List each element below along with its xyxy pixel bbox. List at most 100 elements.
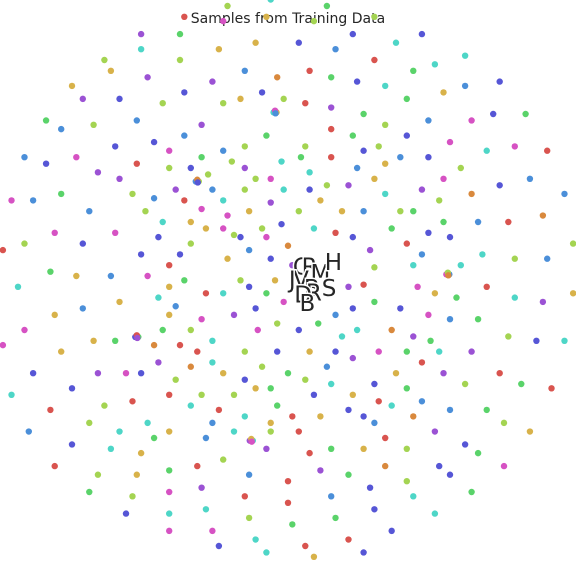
data-point xyxy=(187,326,194,334)
data-point xyxy=(397,208,404,215)
data-point xyxy=(73,154,80,161)
data-point xyxy=(230,391,238,398)
data-point xyxy=(181,13,188,20)
data-point xyxy=(328,493,335,500)
data-point xyxy=(533,337,540,344)
data-point xyxy=(209,359,216,366)
data-point xyxy=(267,199,274,206)
data-point xyxy=(310,225,318,232)
data-point xyxy=(366,484,374,491)
data-point xyxy=(446,406,454,414)
data-point xyxy=(332,46,339,53)
data-point xyxy=(310,17,318,25)
data-point xyxy=(436,462,443,470)
data-point xyxy=(474,316,482,323)
data-point xyxy=(306,169,313,176)
data-point xyxy=(505,218,512,226)
data-point xyxy=(446,138,454,146)
data-point xyxy=(107,445,115,452)
data-point xyxy=(21,154,28,161)
data-point xyxy=(360,110,367,118)
data-point xyxy=(274,402,281,409)
data-point xyxy=(187,218,194,226)
data-point xyxy=(159,218,166,226)
data-point xyxy=(427,337,434,344)
data-point xyxy=(155,359,162,366)
data-point xyxy=(68,82,76,90)
data-point xyxy=(328,74,335,81)
data-point xyxy=(328,125,335,133)
data-point xyxy=(209,78,216,85)
class-label: S xyxy=(322,276,337,302)
data-point xyxy=(403,348,410,355)
data-point xyxy=(440,218,447,226)
data-point xyxy=(252,175,259,182)
data-point xyxy=(267,419,274,427)
data-point xyxy=(129,398,136,405)
data-point xyxy=(129,190,136,198)
data-point xyxy=(349,391,356,398)
data-point xyxy=(224,255,231,262)
data-point xyxy=(79,240,87,247)
data-point xyxy=(230,311,238,319)
data-point xyxy=(295,39,302,46)
data-point xyxy=(198,391,205,398)
data-point xyxy=(155,233,162,241)
data-point xyxy=(79,95,87,103)
data-point xyxy=(561,190,568,198)
data-point xyxy=(137,449,145,457)
data-point xyxy=(483,147,490,154)
data-point xyxy=(241,164,248,172)
data-point xyxy=(295,208,302,215)
data-point xyxy=(345,536,352,543)
data-point xyxy=(397,154,404,161)
data-point xyxy=(241,67,248,75)
data-point xyxy=(220,17,227,25)
data-point xyxy=(198,316,205,323)
data-point xyxy=(410,413,417,420)
data-point xyxy=(425,311,432,319)
data-point xyxy=(431,428,439,435)
data-point xyxy=(94,370,102,377)
data-point xyxy=(289,521,296,528)
data-point xyxy=(252,536,259,543)
data-point xyxy=(306,449,313,457)
data-point xyxy=(410,67,417,75)
data-point xyxy=(220,225,227,232)
data-point xyxy=(267,255,274,262)
data-point xyxy=(375,143,382,150)
data-point xyxy=(539,212,547,219)
class-label: R xyxy=(306,280,322,306)
data-point xyxy=(332,514,339,522)
data-point xyxy=(241,143,248,150)
data-point xyxy=(388,402,395,409)
data-point xyxy=(425,117,432,124)
data-point xyxy=(224,212,231,219)
data-point xyxy=(278,158,285,165)
data-point xyxy=(202,506,210,513)
data-point xyxy=(58,348,65,355)
data-point xyxy=(187,402,194,409)
data-point xyxy=(295,326,302,334)
data-point xyxy=(284,242,292,249)
data-point xyxy=(474,218,482,226)
data-point xyxy=(360,208,367,215)
data-point xyxy=(474,449,482,457)
data-point xyxy=(112,337,119,344)
data-point xyxy=(263,132,270,139)
data-point xyxy=(397,305,404,312)
data-point xyxy=(490,110,497,118)
data-point xyxy=(150,195,158,202)
data-point xyxy=(166,164,173,172)
data-point xyxy=(90,337,97,344)
scatter-points xyxy=(0,0,576,560)
data-point xyxy=(159,326,166,334)
data-point xyxy=(511,143,518,150)
data-point xyxy=(68,385,76,392)
data-point xyxy=(353,326,361,334)
data-point xyxy=(436,197,443,204)
data-point xyxy=(353,164,361,172)
data-point xyxy=(457,164,464,172)
data-point xyxy=(209,527,216,535)
data-point xyxy=(144,272,151,280)
